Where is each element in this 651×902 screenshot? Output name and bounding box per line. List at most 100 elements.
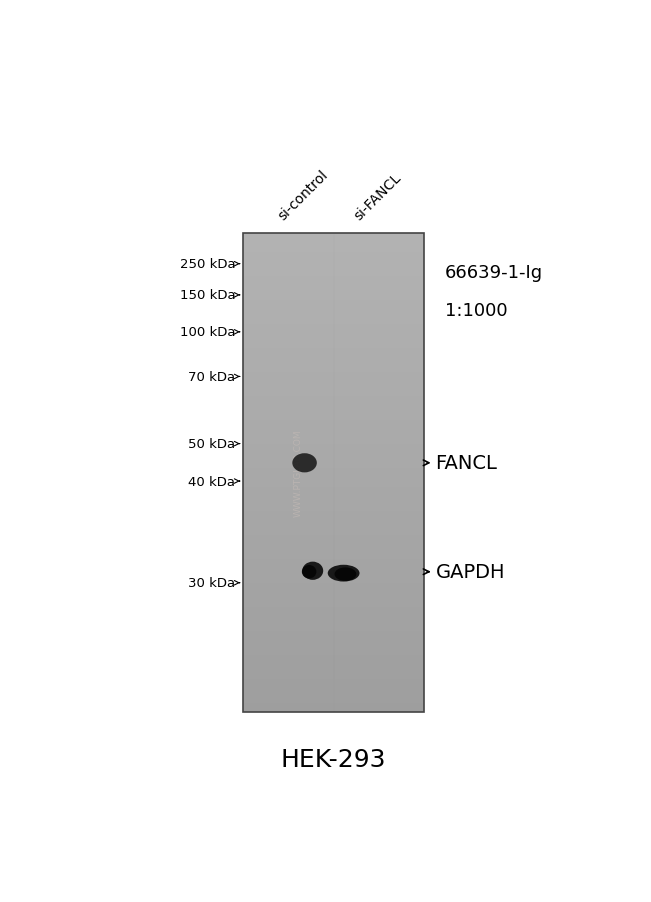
- Text: 70 kDa: 70 kDa: [188, 371, 235, 383]
- Bar: [243, 410, 424, 415]
- Bar: [243, 439, 424, 444]
- Bar: [243, 574, 424, 578]
- Bar: [243, 559, 424, 564]
- Bar: [243, 593, 424, 597]
- Bar: [243, 564, 424, 569]
- Ellipse shape: [292, 454, 317, 473]
- Bar: [243, 688, 424, 694]
- Bar: [243, 429, 424, 435]
- Bar: [243, 281, 424, 286]
- Bar: [243, 483, 424, 487]
- Bar: [243, 655, 424, 659]
- Bar: [243, 674, 424, 679]
- Bar: [243, 425, 424, 429]
- Bar: [243, 646, 424, 650]
- Bar: [243, 458, 424, 464]
- Bar: [243, 511, 424, 516]
- Bar: [243, 334, 424, 338]
- Bar: [243, 636, 424, 640]
- Bar: [243, 338, 424, 344]
- Text: 66639-1-Ig: 66639-1-Ig: [445, 264, 543, 281]
- Bar: [243, 555, 424, 559]
- Bar: [243, 588, 424, 593]
- Text: si-FANCL: si-FANCL: [352, 170, 404, 223]
- Bar: [243, 520, 424, 526]
- Ellipse shape: [302, 566, 316, 579]
- Bar: [243, 243, 424, 248]
- Bar: [243, 698, 424, 703]
- Bar: [243, 363, 424, 367]
- Bar: [243, 487, 424, 492]
- Text: 50 kDa: 50 kDa: [188, 437, 235, 451]
- Bar: [243, 621, 424, 626]
- Bar: [243, 253, 424, 257]
- Bar: [243, 415, 424, 420]
- Bar: [243, 329, 424, 334]
- Bar: [243, 248, 424, 253]
- Text: WWW.PTGLAB.COM: WWW.PTGLAB.COM: [294, 429, 303, 517]
- Bar: [243, 708, 424, 713]
- Bar: [243, 659, 424, 665]
- Bar: [243, 478, 424, 483]
- Bar: [243, 607, 424, 612]
- Bar: [243, 348, 424, 353]
- Text: 40 kDa: 40 kDa: [188, 475, 235, 488]
- Bar: [243, 516, 424, 520]
- Bar: [243, 267, 424, 272]
- Ellipse shape: [335, 567, 356, 581]
- Bar: [243, 612, 424, 617]
- Text: 30 kDa: 30 kDa: [188, 576, 235, 590]
- Bar: [243, 617, 424, 621]
- Bar: [243, 358, 424, 363]
- Bar: [243, 300, 424, 305]
- Bar: [243, 286, 424, 290]
- Bar: [243, 703, 424, 708]
- Bar: [243, 626, 424, 631]
- Bar: [243, 391, 424, 396]
- Bar: [243, 597, 424, 603]
- Bar: [243, 650, 424, 655]
- Text: HEK-293: HEK-293: [281, 748, 387, 771]
- Bar: [243, 257, 424, 262]
- Text: FANCL: FANCL: [436, 454, 497, 473]
- Bar: [243, 276, 424, 281]
- Bar: [243, 603, 424, 607]
- Bar: [243, 631, 424, 636]
- Bar: [243, 296, 424, 300]
- Bar: [243, 545, 424, 549]
- Bar: [243, 669, 424, 674]
- Bar: [243, 569, 424, 574]
- Bar: [243, 367, 424, 373]
- Text: si-control: si-control: [276, 168, 331, 223]
- Bar: [243, 540, 424, 545]
- Bar: [243, 530, 424, 535]
- Bar: [243, 549, 424, 555]
- Bar: [243, 506, 424, 511]
- Bar: [243, 406, 424, 410]
- Bar: [243, 640, 424, 646]
- Bar: [243, 373, 424, 377]
- Bar: [243, 238, 424, 243]
- Bar: [243, 319, 424, 325]
- Bar: [243, 492, 424, 497]
- Text: 1:1000: 1:1000: [445, 302, 507, 320]
- Bar: [243, 234, 424, 238]
- Bar: [243, 310, 424, 315]
- Bar: [243, 444, 424, 449]
- Bar: [243, 387, 424, 391]
- Bar: [243, 497, 424, 502]
- Bar: [243, 353, 424, 358]
- Ellipse shape: [302, 562, 323, 580]
- Text: GAPDH: GAPDH: [436, 563, 505, 582]
- Bar: [243, 315, 424, 319]
- Bar: [243, 290, 424, 296]
- Bar: [243, 377, 424, 382]
- Bar: [243, 464, 424, 468]
- Bar: [243, 535, 424, 540]
- Bar: [243, 262, 424, 267]
- Bar: [243, 526, 424, 530]
- Bar: [243, 234, 424, 713]
- Bar: [243, 473, 424, 478]
- Bar: [243, 325, 424, 329]
- Bar: [243, 396, 424, 401]
